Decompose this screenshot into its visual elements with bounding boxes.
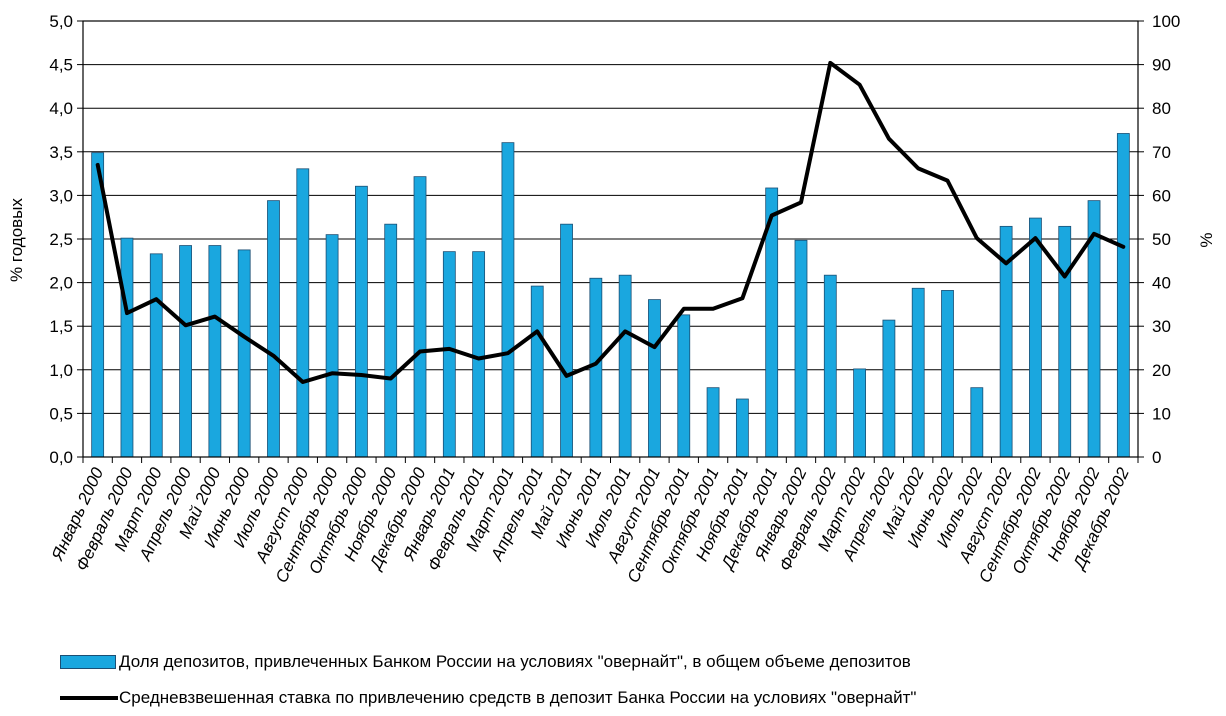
rate-line (95, 60, 1126, 384)
right-tick-label: 40 (1152, 274, 1171, 293)
left-axis-tick-labels: 0,0 0,5 1,0 1,5 2,0 2,5 3,0 3,5 4,0 4,5 5,0 (49, 12, 73, 467)
bar (1116, 133, 1130, 458)
legend-swatch-line (60, 696, 118, 700)
right-tick-label: 60 (1152, 186, 1171, 205)
left-tick-label: 2,5 (49, 230, 73, 249)
right-axis-tick-labels: 0 10 20 30 40 50 60 70 80 90 100 (1152, 12, 1180, 467)
left-tick-label: 1,5 (49, 317, 73, 336)
bar (823, 274, 837, 458)
bar (853, 368, 866, 458)
bar (355, 185, 368, 458)
bar (296, 168, 310, 458)
bar (911, 287, 925, 458)
bar (384, 223, 398, 458)
bar (149, 253, 163, 458)
bar (941, 290, 954, 458)
legend-item-line: Средневзвешенная ставка по привлечению с… (60, 688, 916, 708)
bar (325, 234, 339, 458)
left-tick-label: 2,0 (49, 274, 73, 293)
chart: 0,0 0,5 1,0 1,5 2,0 2,5 3,0 3,5 4,0 4,5 5,0 0 10 20 3… (7, 12, 1216, 586)
bar (413, 176, 427, 458)
bar (208, 245, 222, 458)
left-axis-label: % годовых (7, 198, 26, 282)
bar (648, 299, 661, 458)
right-tick-label: 10 (1152, 404, 1171, 423)
bar-series (91, 133, 1130, 458)
legend-item-bar: Доля депозитов, привлеченных Банком Росс… (60, 652, 911, 672)
left-tick-label: 0,5 (49, 404, 73, 423)
right-tick-label: 100 (1152, 12, 1180, 31)
left-tick-label: 1,0 (49, 361, 73, 380)
right-tick-label: 30 (1152, 317, 1171, 336)
legend-label-line: Средневзвешенная ставка по привлечению с… (119, 688, 917, 707)
bar (1029, 217, 1042, 458)
left-tick-label: 0,0 (49, 448, 73, 467)
left-tick-label: 4,0 (49, 99, 73, 118)
bar (882, 319, 896, 458)
left-tick-label: 3,5 (49, 143, 73, 162)
right-tick-label: 50 (1152, 230, 1171, 249)
plot-frame (77, 20, 1144, 463)
bar (970, 387, 984, 458)
bar (267, 200, 280, 458)
bar (472, 251, 486, 458)
gridlines (83, 64, 1138, 414)
bar (560, 223, 573, 458)
bar (735, 398, 749, 458)
bar (530, 285, 544, 458)
right-tick-label: 90 (1152, 56, 1171, 75)
bar (442, 251, 456, 458)
bar (1058, 225, 1072, 458)
bar (501, 142, 515, 458)
legend-swatch-bar (60, 655, 116, 669)
right-tick-label: 80 (1152, 99, 1171, 118)
legend-label-bar: Доля депозитов, привлеченных Банком Росс… (119, 652, 911, 671)
line-series (95, 60, 1126, 384)
bar (237, 249, 251, 458)
right-tick-label: 70 (1152, 143, 1171, 162)
right-axis-label: % (1197, 232, 1216, 247)
left-tick-label: 4,5 (49, 56, 73, 75)
right-tick-label: 20 (1152, 361, 1171, 380)
left-tick-label: 3,0 (49, 186, 73, 205)
bar (589, 277, 603, 458)
right-tick-label: 0 (1152, 448, 1161, 467)
bar (618, 274, 632, 458)
bar (794, 239, 808, 458)
bar (179, 245, 192, 458)
bar (91, 152, 105, 458)
bar (677, 314, 691, 458)
bar (120, 237, 134, 458)
bar (706, 387, 720, 458)
left-tick-label: 5,0 (49, 12, 73, 31)
